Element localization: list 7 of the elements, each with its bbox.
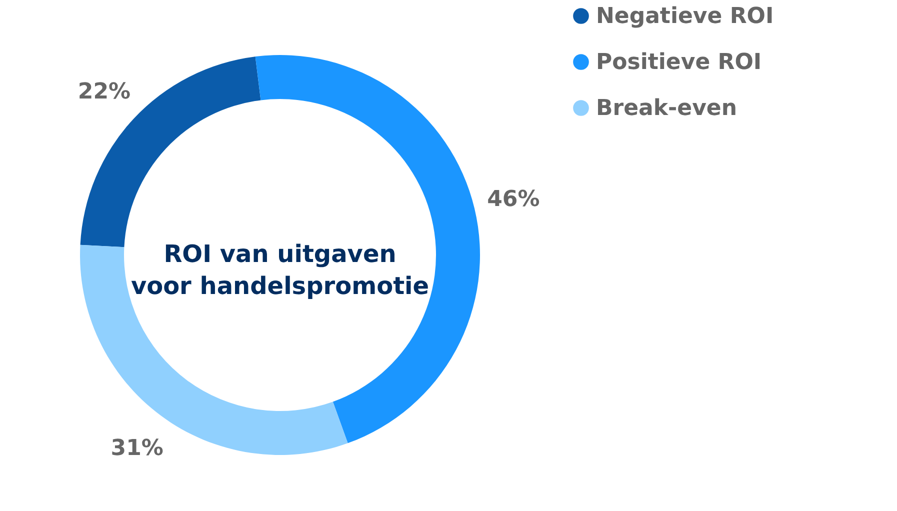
data-label: 31% <box>110 436 164 461</box>
legend-label: Break-even <box>596 96 737 121</box>
legend-label: Positieve ROI <box>596 50 762 75</box>
data-label: 22% <box>78 80 131 105</box>
data-label: 46% <box>487 187 540 212</box>
text: ROI van uitgaven voor handelspromotie <box>130 240 430 300</box>
legend-label: Negatieve ROI <box>596 4 774 29</box>
